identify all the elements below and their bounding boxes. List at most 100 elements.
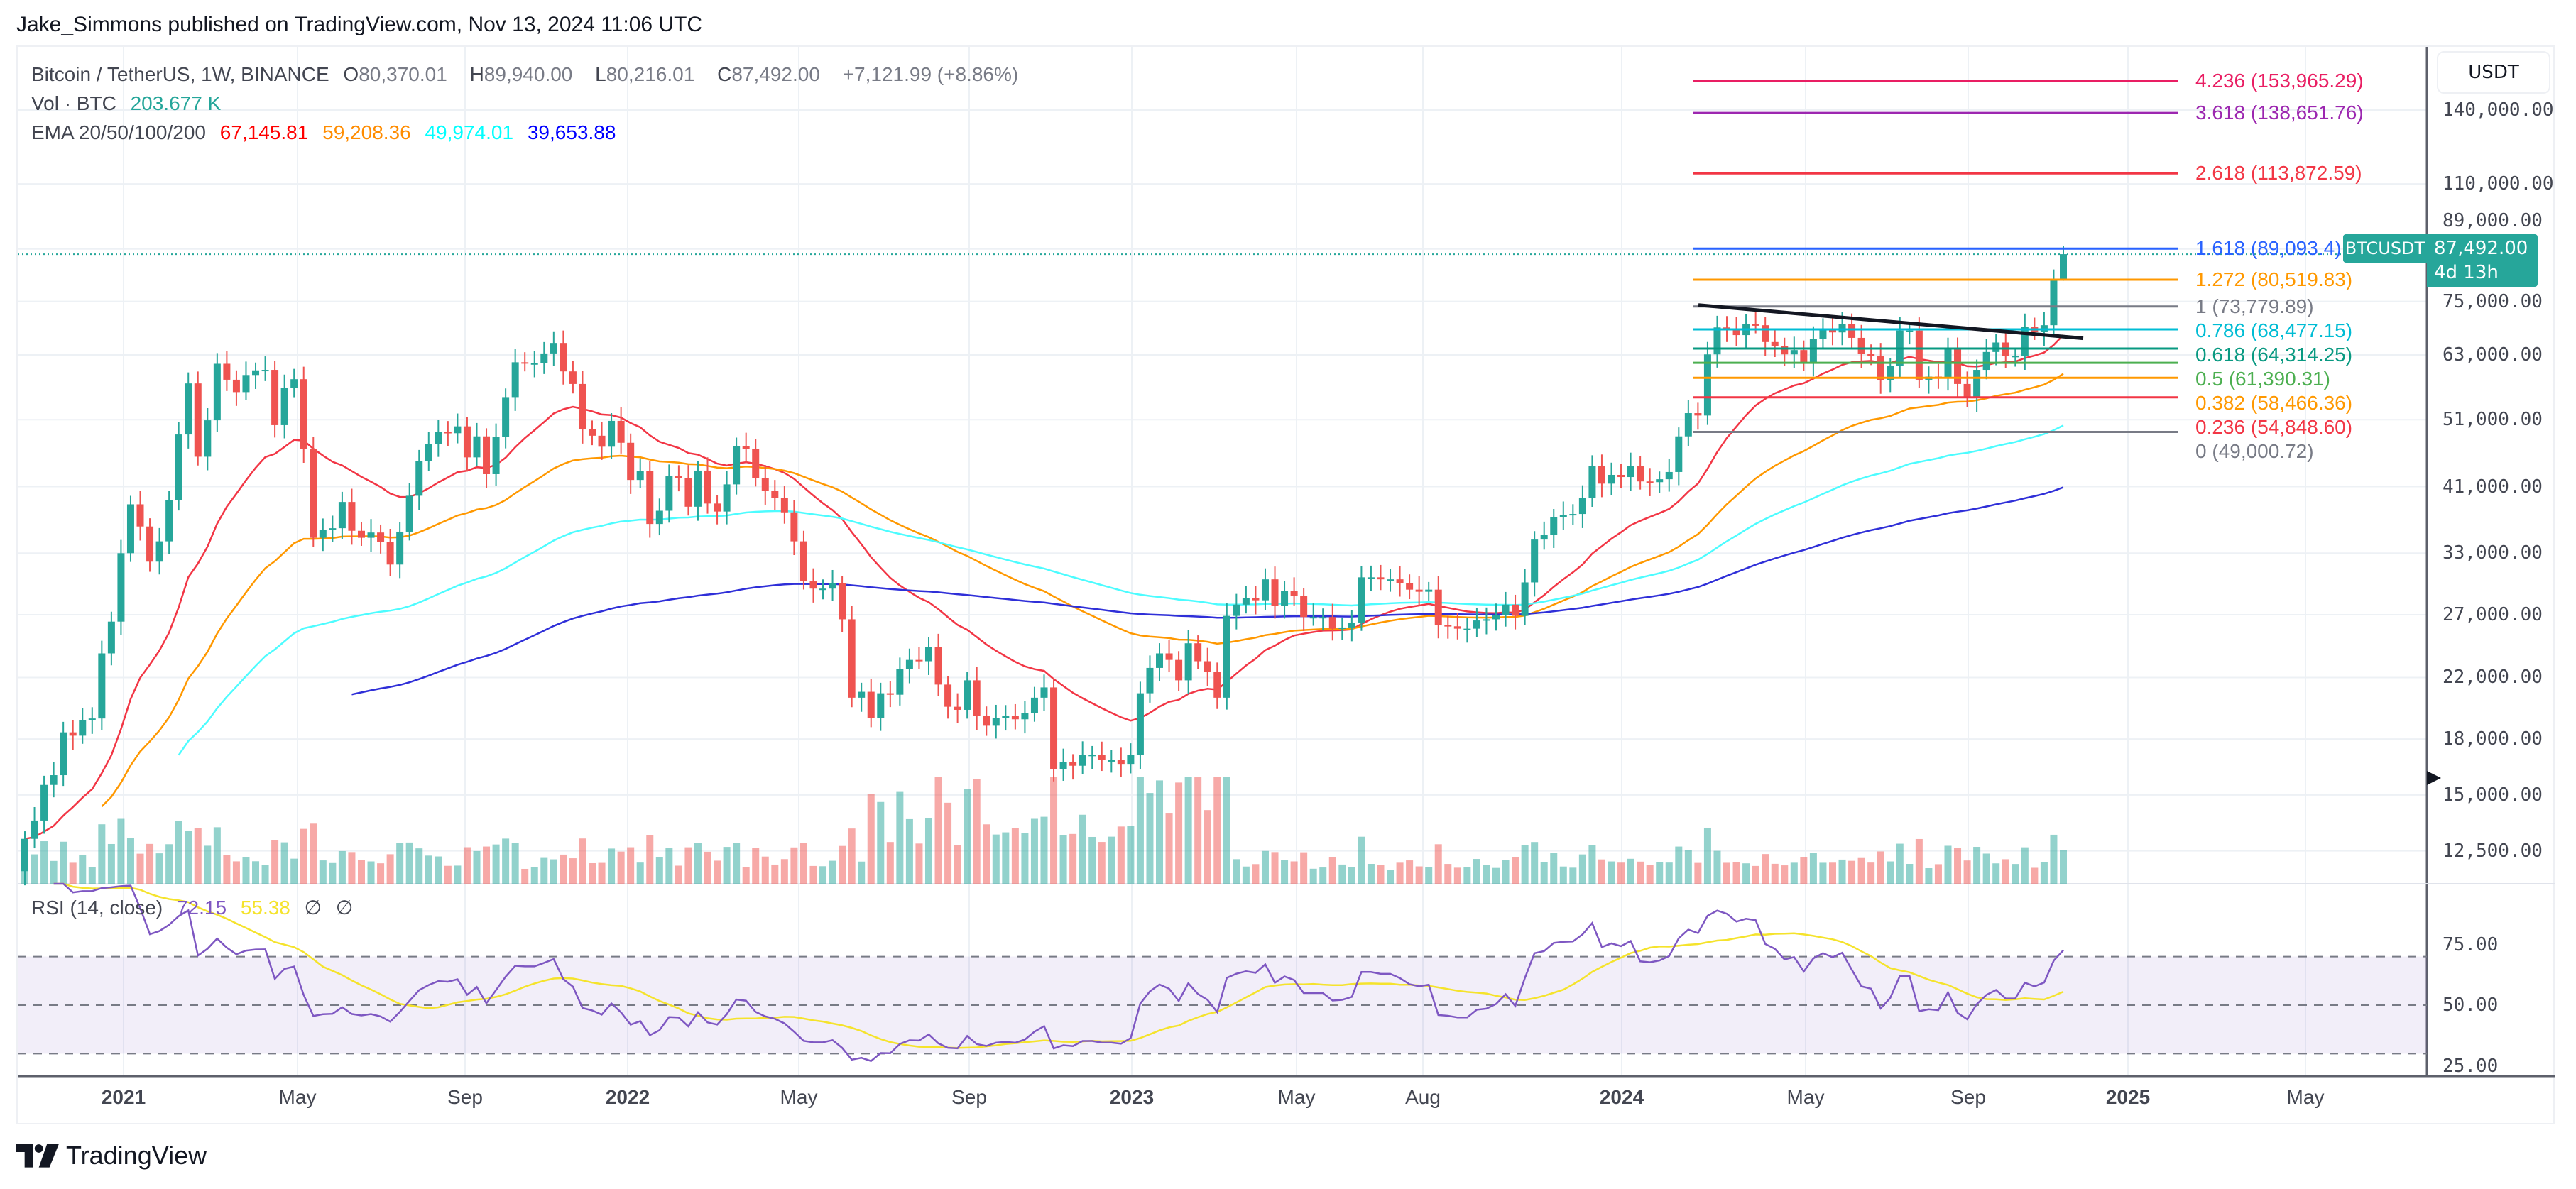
high-label: H	[469, 63, 484, 85]
volume-bar	[1521, 845, 1529, 884]
candle-body	[1550, 517, 1558, 535]
volume-bar	[924, 818, 932, 884]
candle-body	[589, 429, 596, 436]
candle	[1367, 565, 1375, 592]
candle-body	[886, 693, 894, 695]
fib-level: 0.5	[2195, 367, 2223, 390]
candle	[1358, 566, 1365, 631]
candle	[964, 672, 971, 719]
volume-bar	[79, 854, 87, 884]
price-tick: 18,000.00	[2443, 728, 2543, 750]
candle-body	[915, 659, 923, 662]
volume-bar	[425, 855, 432, 884]
candle-body	[425, 444, 432, 461]
volume-label[interactable]: Vol · BTC	[31, 92, 116, 114]
time-tick: May	[278, 1086, 317, 1108]
volume-bar	[136, 853, 144, 884]
fib-price: 153,965.29	[2257, 69, 2357, 92]
candle	[665, 464, 673, 523]
candle-body	[31, 820, 38, 839]
volume-bar	[1703, 827, 1711, 884]
publisher-line: Jake_Simmons published on TradingView.co…	[16, 13, 703, 36]
ema-label[interactable]: EMA 20/50/100/200	[31, 121, 206, 143]
candle-body	[1108, 760, 1115, 762]
volume-bar	[742, 867, 750, 884]
volume-bar	[252, 861, 260, 884]
candle	[473, 422, 481, 466]
time-tick: 2021	[101, 1086, 146, 1108]
candle-body	[1396, 579, 1404, 583]
volume-bar	[329, 862, 337, 884]
fib-label: 2.618 (113,872.59)	[2195, 162, 2362, 185]
volume-bar	[1944, 845, 1952, 884]
volume-bar	[117, 818, 125, 884]
candle	[1050, 678, 1058, 782]
volume-bar	[1492, 867, 1500, 884]
fib-level: 0.618	[2195, 343, 2246, 366]
volume-bar	[867, 794, 875, 884]
candle-body	[1887, 366, 1894, 380]
candle-body	[934, 647, 942, 685]
candle	[780, 486, 788, 524]
candle-body	[338, 502, 346, 529]
candle-body	[1502, 604, 1510, 615]
candle	[1281, 581, 1289, 619]
candle	[396, 522, 404, 579]
candle-body	[2060, 254, 2067, 280]
currency-button[interactable]: USDT	[2437, 51, 2550, 94]
candle-body	[1656, 479, 1664, 483]
volume-bar	[204, 845, 212, 884]
candle	[1828, 317, 1836, 346]
volume-bar	[790, 847, 798, 884]
volume-bar	[1934, 864, 1942, 884]
candle-body	[598, 435, 606, 447]
fib-label: 0.786 (68,477.15)	[2195, 319, 2353, 341]
candle-body	[1684, 413, 1692, 437]
volume-bar	[1819, 862, 1827, 884]
candle	[386, 529, 394, 577]
candle	[924, 637, 932, 675]
candle-body	[117, 553, 125, 622]
candle	[1338, 617, 1346, 640]
volume-bar	[521, 868, 529, 884]
volume-bar	[261, 865, 269, 884]
candle-body	[1367, 577, 1375, 579]
candle	[627, 433, 635, 494]
volume-bar	[829, 860, 836, 884]
volume-bar	[1127, 826, 1135, 884]
volume-bar	[752, 848, 760, 884]
symbol-title[interactable]: Bitcoin / TetherUS, 1W, BINANCE	[31, 63, 329, 85]
price-tick: 15,000.00	[2443, 784, 2543, 806]
volume-series	[21, 777, 2067, 884]
candle-body	[1675, 436, 1683, 472]
rsi-label[interactable]: RSI (14, close)	[31, 897, 163, 919]
candle-body	[319, 530, 327, 538]
volume-bar	[2021, 847, 2029, 884]
candle	[1319, 608, 1327, 631]
candle	[1732, 317, 1740, 346]
tradingview-logo[interactable]: TradingView	[16, 1141, 207, 1171]
candle	[530, 351, 538, 378]
candle	[1434, 576, 1442, 639]
candle	[155, 527, 163, 575]
volume-row: Vol · BTC 203.677 K	[31, 89, 1027, 118]
candle	[983, 706, 990, 736]
volume-bar	[88, 867, 96, 884]
candle	[1387, 569, 1395, 592]
price-tick: 110,000.00	[2443, 173, 2554, 195]
volume-bar	[1838, 859, 1846, 884]
candle	[1223, 603, 1230, 710]
candle-body	[684, 478, 692, 507]
fib-price: 64,314.25	[2257, 343, 2346, 366]
candle-body	[252, 370, 260, 376]
candle	[550, 331, 557, 366]
volume-bar	[1665, 862, 1673, 884]
fib-level: 0.382	[2195, 391, 2246, 414]
candle	[1136, 681, 1144, 769]
volume-bar	[1281, 860, 1289, 884]
volume-bar	[1252, 864, 1260, 884]
candle	[973, 667, 981, 730]
candle	[1117, 747, 1125, 777]
volume-bar	[1531, 842, 1539, 884]
